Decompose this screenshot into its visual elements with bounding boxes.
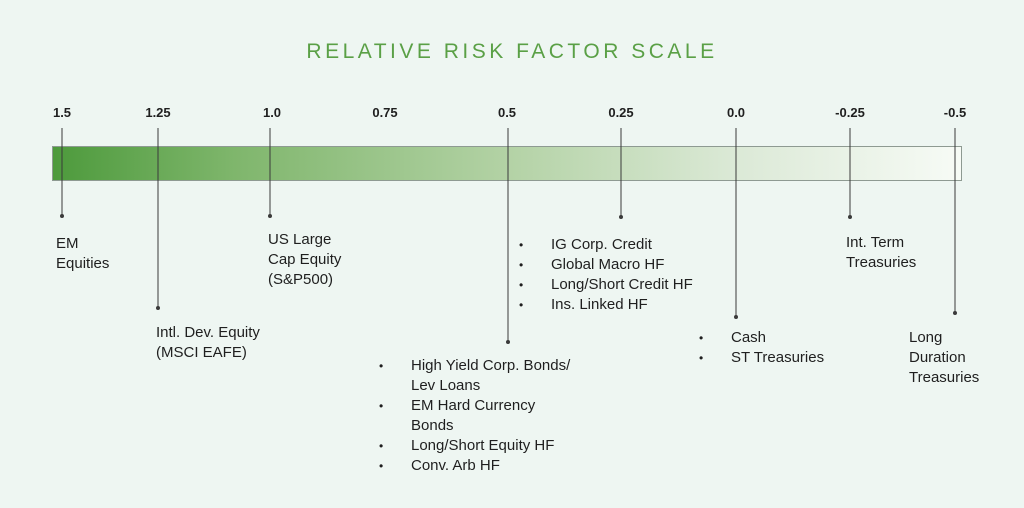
list-group-0-25: • IG Corp. Credit • Global Macro HF • Long/… xyxy=(519,235,693,315)
label-intl-dev-equity: Intl. Dev. Equity (MSCI EAFE) xyxy=(156,324,260,361)
label-int-term-treasuries: Int. Term Treasuries xyxy=(846,234,917,271)
scale-ticks: 1.5 1.25 1.0 0.75 0.5 0.25 0.0 -0.25 -0.… xyxy=(0,105,1024,125)
tick-label: 1.0 xyxy=(262,105,282,120)
list-group-0-5: • High Yield Corp. Bonds/Lev Loans • EM Ha… xyxy=(379,356,571,476)
leader-end-dot xyxy=(506,340,510,344)
leader-end-dot xyxy=(268,214,272,218)
list-item: • Ins. Linked HF xyxy=(519,296,648,313)
list-item: • IG Corp. Credit xyxy=(519,236,652,253)
list-item: • ST Treasuries xyxy=(699,349,825,366)
tick-label: 1.5 xyxy=(52,105,72,120)
leader-end-dot xyxy=(953,311,957,315)
tick-label: -0.25 xyxy=(835,105,865,120)
list-item: • Long/Short Equity HF xyxy=(379,437,555,454)
leader-end-dot xyxy=(619,215,623,219)
tick-label: 0.5 xyxy=(497,105,517,120)
list-item: • Global Macro HF xyxy=(519,256,665,273)
list-item: • EM Hard Currency Bonds xyxy=(379,397,536,434)
tick-label: 0.25 xyxy=(608,105,634,120)
chart-title: RELATIVE RISK FACTOR SCALE xyxy=(306,40,718,63)
tick-label: -0.5 xyxy=(943,105,967,120)
tick-label: 0.0 xyxy=(726,105,746,120)
leader-end-dot xyxy=(848,215,852,219)
risk-gradient-bar xyxy=(52,146,962,181)
list-item: • Long/Short Credit HF xyxy=(519,276,693,293)
list-item: • Conv. Arb HF xyxy=(379,457,500,474)
tick-label: 1.25 xyxy=(145,105,171,120)
list-item: • Cash xyxy=(699,329,767,346)
list-group-0-0: • Cash • ST Treasuries xyxy=(699,328,825,368)
leader-end-dot xyxy=(60,214,64,218)
label-us-large-cap: US Large Cap Equity (S&P500) xyxy=(268,231,342,288)
label-em-equities: EM Equities xyxy=(56,235,110,272)
leader-end-dot xyxy=(734,315,738,319)
leader-end-dot xyxy=(156,306,160,310)
tick-label: 0.75 xyxy=(372,105,398,120)
list-item: • High Yield Corp. Bonds/Lev Loans xyxy=(379,357,571,394)
label-long-duration-treasuries: Long Duration Treasuries xyxy=(909,329,980,386)
